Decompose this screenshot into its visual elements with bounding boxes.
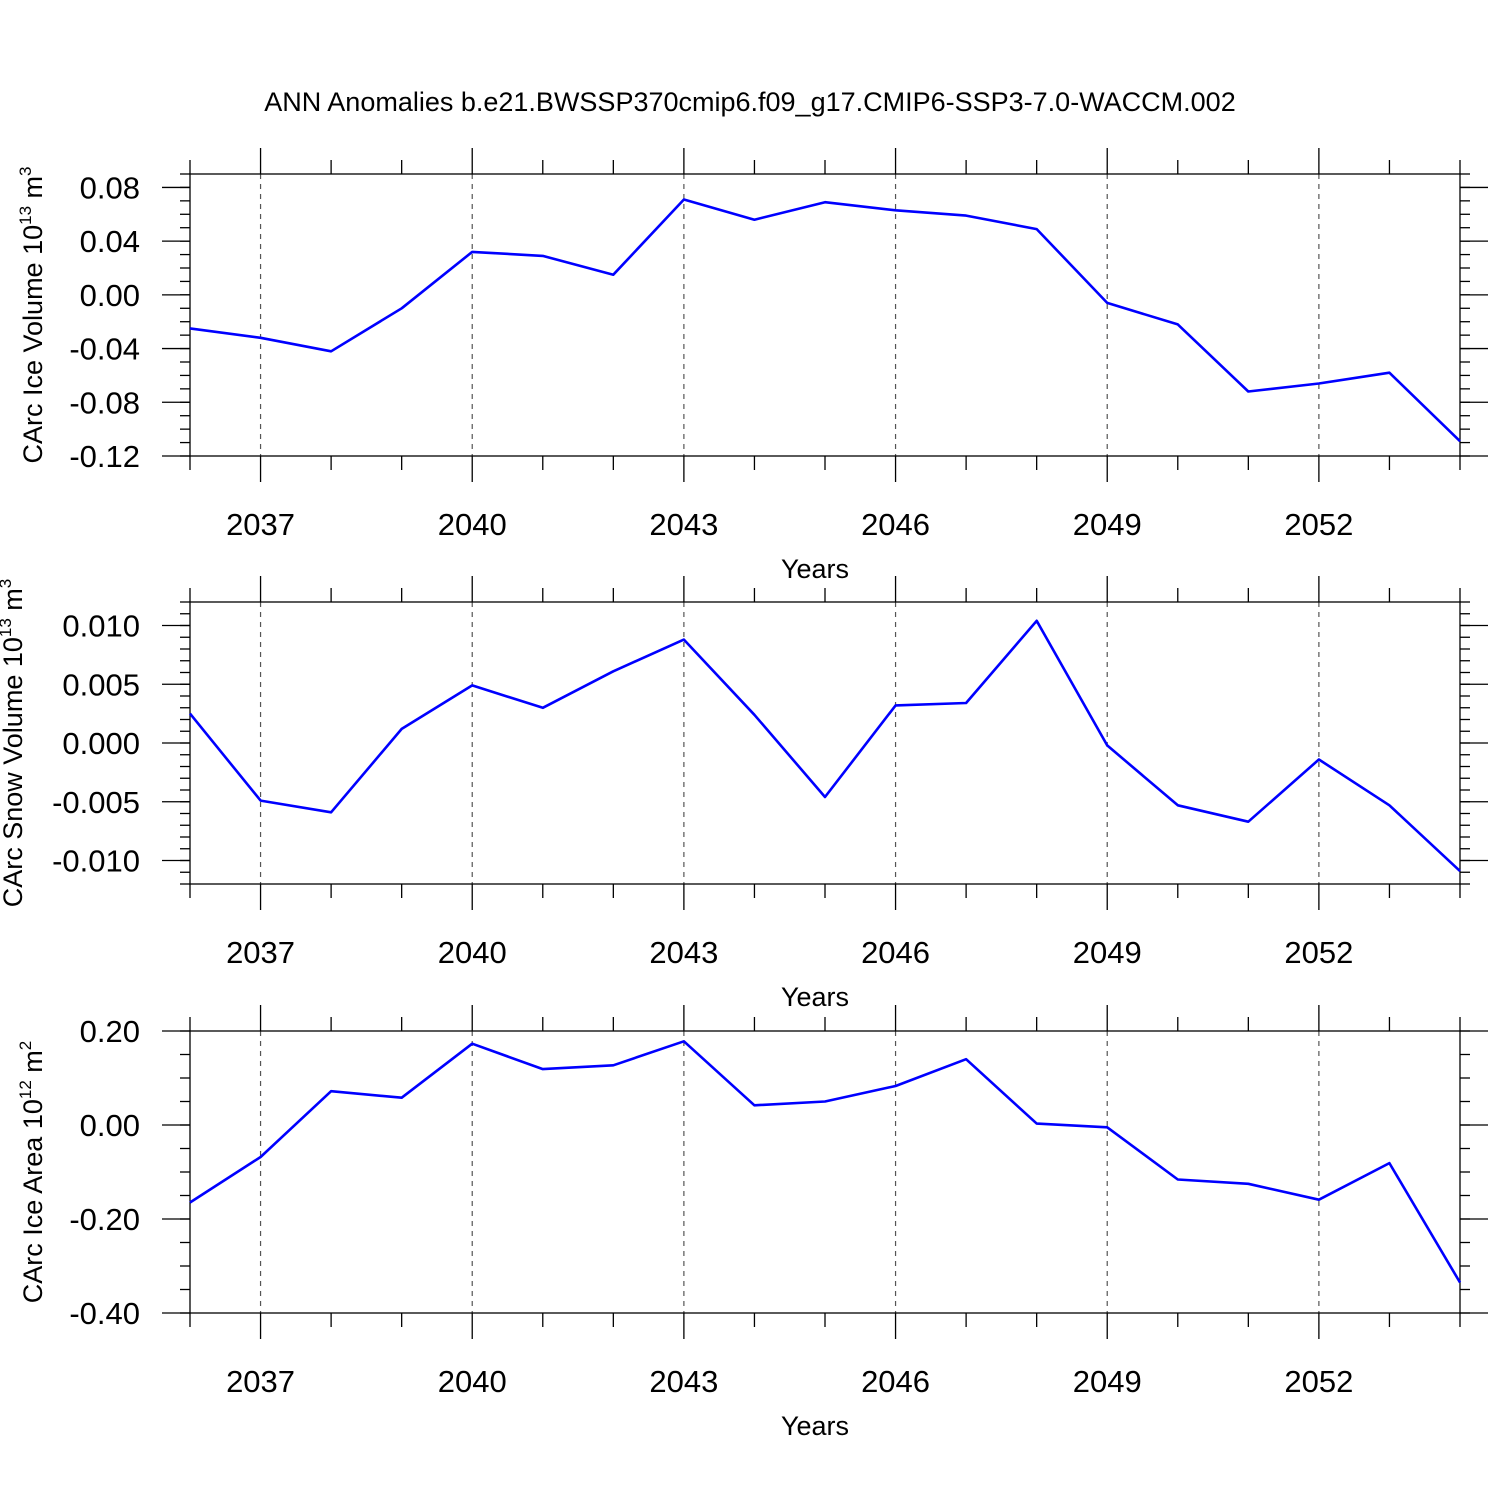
- x-tick-label: 2046: [861, 507, 930, 542]
- plot-frame: [189, 1030, 1461, 1314]
- chart-title: ANN Anomalies b.e21.BWSSP370cmip6.f09_g1…: [264, 87, 1235, 117]
- y-tick-label: 0.04: [80, 224, 140, 259]
- y-tick-label: 0.00: [80, 1108, 140, 1143]
- y-axis-label: CArc Snow Volume 1013 m3: [0, 579, 28, 908]
- y-tick-label: 0.005: [62, 667, 140, 702]
- y-tick-label: 0.010: [62, 609, 140, 644]
- x-tick-label: 2052: [1284, 935, 1353, 970]
- x-tick-label: 2037: [226, 1364, 295, 1399]
- y-axis-label: CArc Ice Volume 1013 m3: [16, 166, 48, 463]
- x-axis-label: Years: [781, 554, 849, 584]
- y-tick-label: -0.04: [69, 332, 140, 367]
- plot-frame: [189, 173, 1461, 457]
- chart-panel-1: -0.12 -0.08 -0.04 0.00 0.04 0.08 2037 2040 2043 2…: [16, 148, 1488, 584]
- x-tick-label: 2040: [438, 1364, 507, 1399]
- y-tick-label: -0.20: [69, 1202, 140, 1237]
- x-tick-label: 2046: [861, 935, 930, 970]
- y-tick-label: -0.40: [69, 1296, 140, 1331]
- x-tick-label: 2049: [1073, 1364, 1142, 1399]
- x-tick-label: 2037: [226, 935, 295, 970]
- x-tick-label: 2049: [1073, 507, 1142, 542]
- x-tick-label: 2049: [1073, 935, 1142, 970]
- y-axis-label: CArc Ice Area 1012 m2: [16, 1041, 48, 1304]
- x-axis-label: Years: [781, 982, 849, 1012]
- x-tick-label: 2040: [438, 935, 507, 970]
- y-tick-label: -0.08: [69, 385, 140, 420]
- x-tick-label: 2052: [1284, 1364, 1353, 1399]
- chart-panel-2: -0.010 -0.005 0.000 0.005 0.010 2037 2040 2043 2…: [0, 576, 1488, 1012]
- x-tick-label: 2046: [861, 1364, 930, 1399]
- x-tick-label: 2040: [438, 507, 507, 542]
- data-series-line: [188, 619, 1461, 873]
- x-tick-label: 2043: [649, 935, 718, 970]
- y-tick-label: 0.000: [62, 726, 140, 761]
- x-tick-label: 2037: [226, 507, 295, 542]
- data-series-line: [189, 198, 1461, 443]
- panels: -0.12 -0.08 -0.04 0.00 0.04 0.08 2037 2040 2043 2…: [0, 148, 1488, 1441]
- y-tick-label: 0.00: [80, 278, 140, 313]
- y-tick-label: 0.20: [80, 1014, 140, 1049]
- data-series-line: [189, 1040, 1462, 1284]
- y-tick-label: 0.08: [80, 170, 140, 205]
- x-tick-label: 2043: [649, 507, 718, 542]
- y-tick-label: -0.12: [69, 439, 140, 474]
- chart-panel-3: -0.40 -0.20 0.00 0.20 2037 2040 2043 2046 2049 20…: [16, 1005, 1488, 1441]
- x-tick-label: 2052: [1284, 507, 1353, 542]
- x-tick-label: 2043: [649, 1364, 718, 1399]
- y-tick-label: -0.005: [52, 785, 140, 820]
- y-tick-label: -0.010: [52, 844, 140, 879]
- x-axis-label: Years: [781, 1411, 849, 1441]
- plot-frame: [189, 601, 1461, 885]
